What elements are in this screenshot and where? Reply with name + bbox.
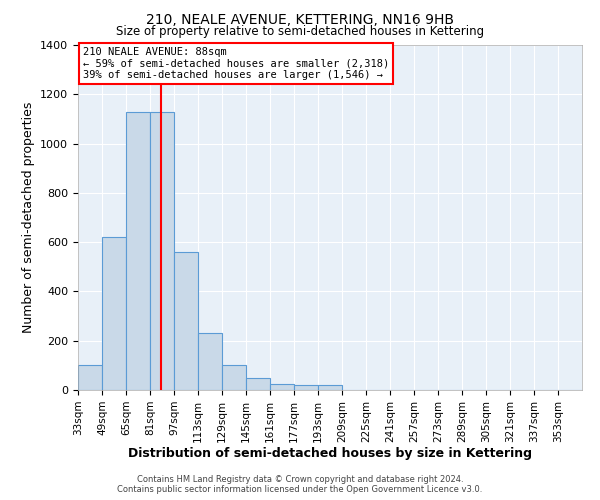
Bar xyxy=(318,385,342,390)
Bar xyxy=(102,237,126,390)
Bar xyxy=(126,112,150,390)
Text: 210, NEALE AVENUE, KETTERING, NN16 9HB: 210, NEALE AVENUE, KETTERING, NN16 9HB xyxy=(146,12,454,26)
Bar xyxy=(78,366,102,390)
Text: Size of property relative to semi-detached houses in Kettering: Size of property relative to semi-detach… xyxy=(116,25,484,38)
Text: 210 NEALE AVENUE: 88sqm
← 59% of semi-detached houses are smaller (2,318)
39% of: 210 NEALE AVENUE: 88sqm ← 59% of semi-de… xyxy=(83,46,389,80)
X-axis label: Distribution of semi-detached houses by size in Kettering: Distribution of semi-detached houses by … xyxy=(128,448,532,460)
Bar xyxy=(150,112,174,390)
Bar xyxy=(294,385,318,390)
Text: Contains HM Land Registry data © Crown copyright and database right 2024.
Contai: Contains HM Land Registry data © Crown c… xyxy=(118,474,482,494)
Bar xyxy=(246,378,270,390)
Bar xyxy=(174,252,198,390)
Bar xyxy=(198,334,222,390)
Bar xyxy=(270,384,294,390)
Bar xyxy=(222,366,246,390)
Y-axis label: Number of semi-detached properties: Number of semi-detached properties xyxy=(22,102,35,333)
